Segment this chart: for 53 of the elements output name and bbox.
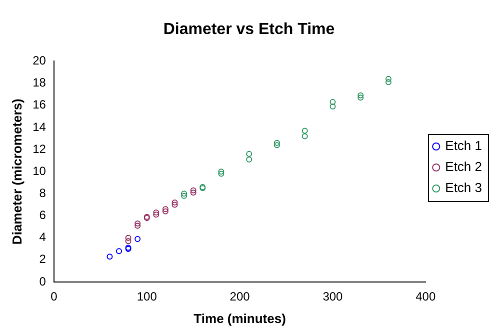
point xyxy=(134,220,141,226)
y-tick-label: 12 xyxy=(32,142,46,156)
point xyxy=(330,103,336,110)
point xyxy=(125,238,132,244)
point xyxy=(134,222,141,229)
point xyxy=(125,234,132,241)
point xyxy=(116,248,122,254)
point xyxy=(330,99,336,106)
point xyxy=(358,92,364,98)
legend-label: Etch 1 xyxy=(445,138,482,154)
y-tick-label: 6 xyxy=(39,208,46,222)
y-tick-label: 16 xyxy=(32,98,46,112)
point xyxy=(190,187,196,194)
x-tick-label: 400 xyxy=(416,290,436,304)
point xyxy=(134,236,141,242)
y-tick-label: 4 xyxy=(39,230,46,244)
y-tick-label: 10 xyxy=(32,164,46,178)
point xyxy=(190,190,196,196)
point xyxy=(274,140,280,146)
point xyxy=(106,254,113,260)
point xyxy=(162,206,168,212)
y-tick-label: 0 xyxy=(39,274,46,288)
x-tick-label: 100 xyxy=(136,290,158,304)
point xyxy=(385,76,392,82)
x-tick-label: 0 xyxy=(50,290,58,304)
point xyxy=(218,168,224,175)
point xyxy=(153,209,160,216)
point xyxy=(274,142,280,148)
y-tick-label: 18 xyxy=(32,76,46,90)
legend-label: Etch 3 xyxy=(445,180,482,196)
y-tick-label: 8 xyxy=(39,186,46,200)
point xyxy=(302,128,308,134)
point xyxy=(153,212,160,218)
x-tick-label: 200 xyxy=(230,290,250,304)
point xyxy=(246,150,252,157)
point xyxy=(172,202,178,208)
x-axis-title: Time (minutes) xyxy=(194,310,286,326)
y-tick-label: 14 xyxy=(32,120,46,134)
point xyxy=(181,192,188,199)
x-tick-label: 300 xyxy=(322,290,344,304)
point xyxy=(385,79,392,86)
point xyxy=(162,208,168,214)
point xyxy=(246,156,252,162)
point xyxy=(218,170,224,177)
legend-label: Etch 2 xyxy=(445,159,482,174)
point xyxy=(302,133,308,140)
y-axis-title: Diameter (micrometers) xyxy=(9,98,24,245)
y-tick-label: 20 xyxy=(32,54,46,68)
point xyxy=(181,190,188,197)
y-tick-label: 2 xyxy=(39,252,46,266)
point xyxy=(172,200,178,206)
chart-title: Diameter vs Etch Time xyxy=(163,21,335,38)
point xyxy=(358,94,364,101)
